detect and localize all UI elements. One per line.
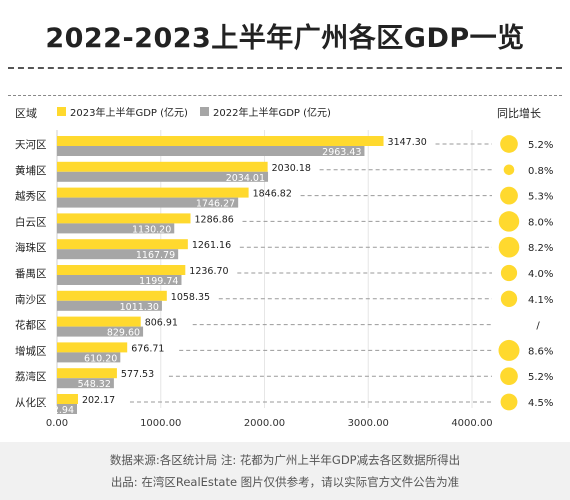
value-label-2023: 3147.30 [388, 137, 427, 148]
value-label-2022: 1746.27 [196, 199, 235, 210]
page-title: 2022-2023上半年广州各区GDP一览 [45, 23, 525, 54]
yoy-bubble [500, 393, 518, 411]
legend-label-2022: 2022年上半年GDP (亿元) [213, 106, 331, 119]
x-tick-label: 1000.00 [140, 418, 181, 429]
header-divider [8, 95, 562, 96]
bar-2022 [57, 197, 239, 208]
yoy-bubble [498, 211, 520, 232]
yoy-label: 4.1% [528, 295, 553, 306]
value-label-2022: 2034.01 [226, 173, 265, 184]
value-label-2023: 806.91 [145, 318, 178, 329]
value-label-2023: 1261.16 [192, 240, 231, 251]
x-tick-label: 2000.00 [244, 418, 285, 429]
bar-2022 [57, 146, 365, 156]
category-label: 增城区 [15, 344, 47, 357]
x-tick-label: 4000.00 [451, 418, 492, 429]
category-label: 荔湾区 [15, 370, 47, 383]
x-tick-label: 0.00 [46, 418, 68, 429]
bar-2022 [57, 275, 182, 285]
category-label: 越秀区 [15, 190, 47, 203]
top-divider [8, 67, 562, 69]
yoy-bubble [500, 186, 518, 205]
yoy-label: 8.2% [528, 243, 553, 254]
bar-2023 [57, 265, 186, 275]
yoy-label: / [536, 321, 540, 332]
category-label: 白云区 [15, 215, 47, 228]
yoy-column-header: 同比增长 [497, 106, 541, 120]
value-label-2023: 1846.82 [253, 189, 292, 200]
yoy-label: 8.0% [528, 217, 553, 228]
footer-background [0, 442, 570, 500]
bar-2022 [57, 300, 162, 311]
yoy-bubble [498, 236, 520, 258]
value-label-2022: 610.20 [84, 353, 117, 364]
value-label-2023: 1236.70 [189, 266, 228, 277]
value-label-2023: 577.53 [121, 369, 154, 380]
bar-2022 [57, 326, 144, 337]
bar-2023 [57, 213, 191, 224]
value-label-2023: 1286.86 [195, 214, 234, 225]
value-label-2023: 202.17 [82, 395, 115, 406]
yoy-bubble [498, 339, 520, 361]
category-label: 花都区 [15, 319, 47, 332]
value-label-2022: 1011.30 [120, 302, 159, 313]
x-tick-label: 3000.00 [348, 418, 389, 429]
bar-2022 [57, 404, 78, 414]
bar-2023 [57, 136, 384, 146]
value-label-2023: 1058.35 [171, 292, 210, 303]
yoy-bubble [500, 135, 518, 153]
value-label-2022: 548.32 [78, 379, 111, 390]
yoy-label: 4.5% [528, 398, 553, 409]
value-label-2022: 1167.79 [136, 250, 175, 261]
bar-2022 [57, 352, 121, 363]
yoy-label: 4.0% [528, 269, 553, 280]
yoy-bubble [500, 264, 518, 282]
bar-2023 [57, 239, 188, 250]
category-label: 海珠区 [15, 241, 47, 254]
value-label-2023: 2030.18 [272, 163, 311, 174]
yoy-label: 0.8% [528, 166, 553, 177]
yoy-label: 5.2% [528, 140, 553, 151]
region-column-header: 区域 [15, 107, 37, 120]
category-label: 南沙区 [15, 293, 47, 306]
category-label: 黄埔区 [15, 164, 47, 177]
value-label-2022: 2963.43 [322, 147, 361, 158]
legend-swatch-2022 [200, 107, 209, 116]
bar-2023 [57, 187, 249, 198]
legend-swatch-2023 [57, 107, 66, 116]
yoy-label: 8.6% [528, 346, 553, 357]
footer-credit: 出品: 在湾区RealEstate 图片仅供参考，请以实际官方文件公告为准 [110, 475, 460, 489]
category-label: 天河区 [15, 139, 47, 151]
bar-2023 [57, 342, 128, 353]
value-label-2022: 1199.74 [139, 276, 178, 287]
yoy-label: 5.3% [528, 192, 553, 203]
bar-2023 [57, 290, 167, 301]
category-label: 番禺区 [15, 268, 47, 280]
value-label-2023: 676.71 [131, 343, 164, 354]
bar-2022 [57, 223, 175, 234]
value-label-2022: 829.60 [107, 328, 140, 339]
yoy-bubble [503, 164, 515, 176]
bar-2023 [57, 161, 268, 172]
bar-2023 [57, 368, 117, 379]
legend-label-2023: 2023年上半年GDP (亿元) [70, 106, 188, 119]
bar-2022 [57, 171, 269, 182]
bar-2023 [57, 316, 141, 327]
footer-source-note: 数据来源:各区统计局 注: 花都为广州上半年GDP减去各区数据所得出 [109, 453, 461, 467]
bar-2022 [57, 378, 114, 389]
value-label-2022: 192.94 [41, 405, 74, 416]
bar-2023 [57, 394, 78, 404]
category-label: 从化区 [15, 396, 47, 409]
bar-2022 [57, 249, 179, 260]
yoy-label: 5.2% [528, 372, 553, 383]
yoy-bubble [500, 290, 518, 307]
value-label-2022: 1130.20 [132, 224, 171, 235]
yoy-bubble [500, 367, 518, 386]
